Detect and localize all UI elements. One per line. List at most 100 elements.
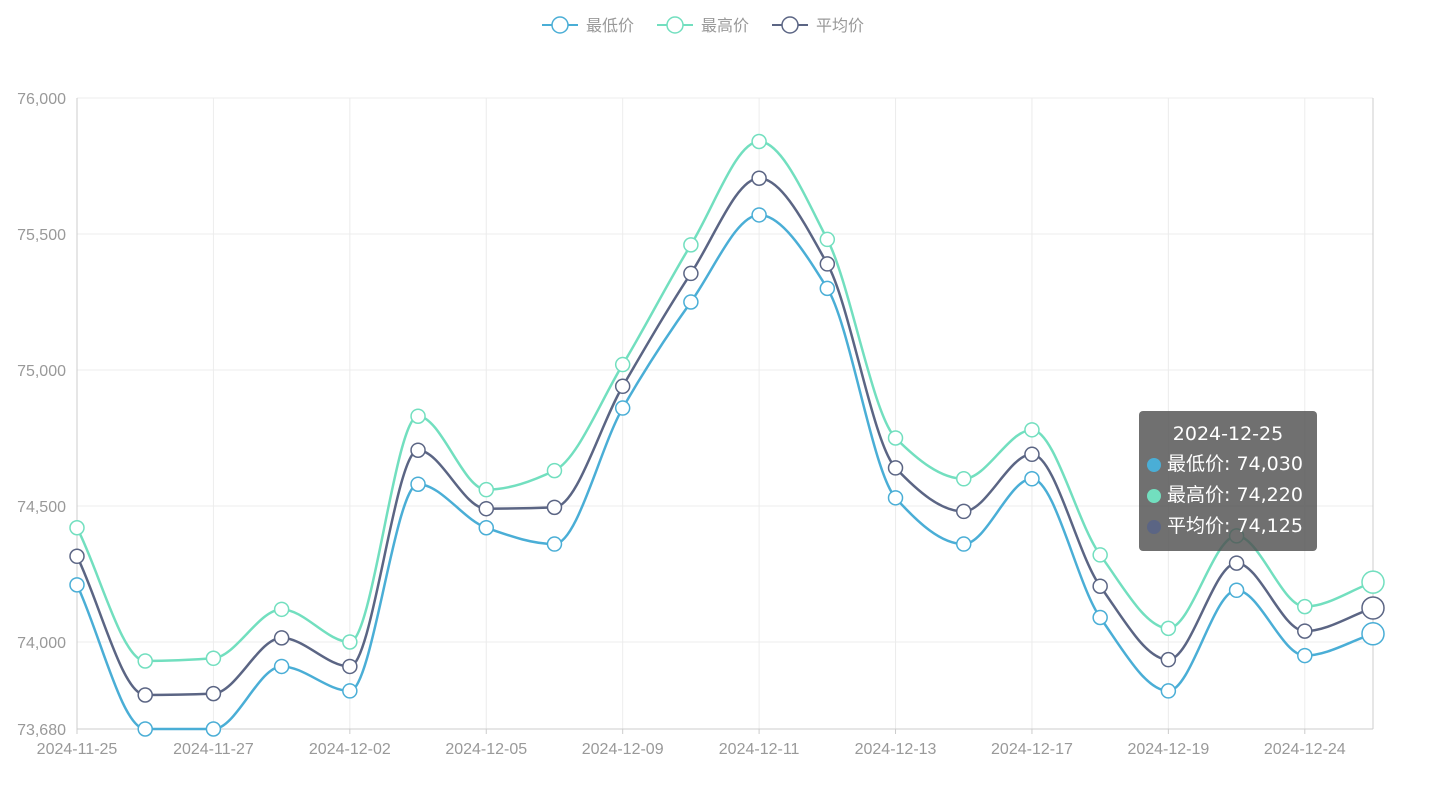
x-tick-label: 2024-11-25	[37, 741, 118, 758]
data-point-high	[478, 481, 495, 498]
data-point-low	[819, 280, 836, 297]
data-point-high	[1361, 570, 1385, 594]
data-point-low	[683, 294, 699, 310]
tooltip-dot-low	[1147, 457, 1161, 472]
tooltip-label-avg: 平均价: 74,125	[1167, 515, 1303, 537]
data-point-high	[273, 601, 290, 618]
data-point-avg	[342, 658, 358, 675]
data-point-low	[1297, 647, 1313, 664]
data-point-avg	[478, 500, 495, 517]
data-point-high	[205, 650, 222, 667]
legend-label: 最高价	[701, 16, 749, 35]
data-point-avg	[546, 499, 563, 516]
legend-circle-icon	[666, 16, 684, 34]
data-point-high	[1024, 422, 1040, 438]
data-point-avg	[273, 630, 290, 646]
y-tick-label: 76,000	[17, 91, 66, 108]
data-point-low	[1361, 622, 1385, 646]
x-tick-label: 2024-12-09	[582, 741, 664, 758]
data-point-high	[683, 237, 699, 253]
tooltip-label-low: 最低价: 74,030	[1167, 453, 1303, 475]
series-line-avg	[75, 176, 1374, 697]
data-point-high	[546, 462, 563, 479]
data-point-low	[205, 721, 222, 737]
data-point-low	[887, 490, 904, 506]
data-point-low	[1160, 683, 1177, 699]
tooltip-title: 2024-12-25	[1172, 423, 1284, 445]
data-point-avg	[137, 687, 153, 703]
data-point-low	[410, 476, 426, 492]
x-tick-label: 2024-12-17	[991, 741, 1073, 758]
series-line-high	[75, 140, 1374, 663]
data-point-high	[751, 133, 767, 150]
data-point-high	[887, 430, 904, 446]
data-point-low	[478, 519, 495, 536]
x-tick-label: 2024-12-19	[1127, 741, 1209, 758]
data-point-avg	[955, 503, 972, 520]
data-point-high	[137, 653, 153, 669]
y-tick-label: 74,000	[17, 635, 66, 652]
data-point-low	[614, 400, 631, 416]
data-point-avg	[410, 442, 426, 458]
data-point-avg	[614, 378, 631, 395]
legend-circle-icon	[781, 16, 799, 34]
data-point-high	[410, 408, 426, 424]
series-high	[69, 133, 1385, 669]
data-point-avg	[683, 265, 699, 282]
tooltip-row-high: 最高价: 74,220	[1147, 480, 1309, 511]
y-tick-label: 74,500	[17, 499, 66, 516]
data-point-low	[69, 577, 85, 593]
legend-label: 最低价	[586, 16, 634, 35]
y-tick-label: 75,000	[17, 363, 66, 380]
series-line-low	[75, 213, 1374, 731]
legend-item-high[interactable]: 最高价	[657, 16, 749, 35]
data-point-low	[1024, 471, 1040, 487]
tooltip-dot-avg	[1147, 519, 1161, 534]
data-point-avg	[1297, 623, 1313, 639]
data-point-avg	[205, 685, 222, 702]
data-point-high	[1297, 598, 1313, 615]
data-point-low	[137, 721, 153, 737]
data-point-avg	[1024, 446, 1040, 463]
y-axis-ticks: 73,680 74,000 74,500 75,000 75,500 76,000	[17, 91, 66, 739]
tooltip-dot-high	[1147, 488, 1161, 503]
x-tick-label: 2024-12-05	[445, 741, 527, 758]
x-tick-label: 2024-12-02	[309, 741, 391, 758]
data-point-low	[1228, 582, 1245, 599]
data-point-avg	[1160, 651, 1177, 668]
data-point-avg	[887, 460, 904, 476]
data-point-low	[955, 536, 972, 552]
data-point-high	[1092, 547, 1108, 563]
data-point-high	[819, 231, 836, 248]
data-point-avg	[69, 548, 85, 565]
legend-item-low[interactable]: 最低价	[542, 16, 634, 35]
data-point-high	[69, 519, 85, 536]
x-tick-label: 2024-11-27	[173, 741, 254, 758]
data-point-avg	[751, 170, 767, 186]
legend[interactable]: 最低价 最高价 平均价	[542, 16, 864, 35]
x-tick-label: 2024-12-13	[855, 741, 937, 758]
axes	[76, 98, 1374, 734]
x-axis-ticks: 2024-11-25 2024-11-27 2024-12-02 2024-12-05…	[37, 741, 1346, 758]
tooltip: 2024-12-25 最低价: 74,030 最高价: 74,220 平均价: …	[1139, 411, 1317, 551]
x-tick-label: 2024-12-11	[719, 741, 800, 758]
data-point-high	[955, 471, 972, 487]
legend-circle-icon	[551, 16, 569, 34]
data-point-low	[273, 658, 290, 675]
y-tick-label: 73,680	[17, 722, 66, 739]
tooltip-row-avg: 平均价: 74,125	[1147, 511, 1309, 542]
series-avg	[69, 170, 1385, 703]
legend-item-avg[interactable]: 平均价	[772, 16, 864, 35]
data-point-avg	[1092, 578, 1108, 594]
x-tick-label: 2024-12-24	[1264, 741, 1346, 758]
tooltip-row-low: 最低价: 74,030	[1147, 449, 1309, 480]
data-point-high	[1160, 620, 1177, 637]
data-point-avg	[1361, 596, 1385, 620]
series-low	[69, 207, 1385, 737]
data-point-low	[342, 683, 358, 699]
data-point-low	[1092, 609, 1108, 626]
legend-label: 平均价	[816, 16, 864, 35]
y-tick-label: 75,500	[17, 227, 66, 244]
data-point-avg	[1228, 555, 1245, 571]
